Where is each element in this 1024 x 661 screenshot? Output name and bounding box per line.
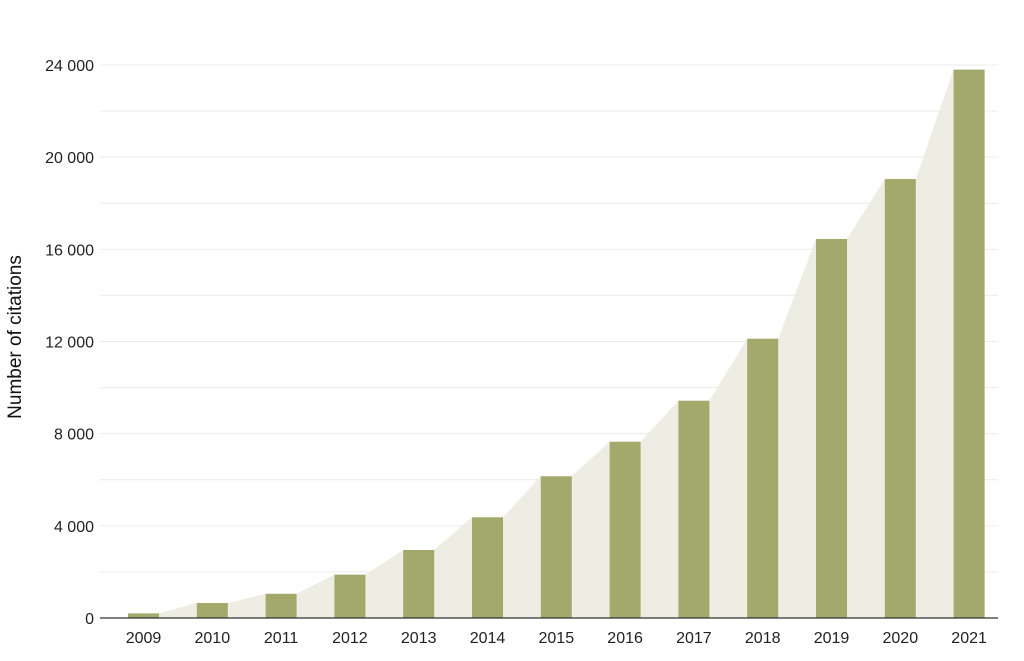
x-tick-label: 2021 [951, 630, 987, 647]
y-tick-label: 12 000 [45, 335, 94, 352]
bar-2012 [334, 574, 366, 618]
bar-2015 [540, 476, 572, 618]
bar-2010 [196, 603, 228, 618]
x-tick-label: 2016 [607, 630, 643, 647]
bar-2014 [472, 517, 503, 618]
y-tick-label: 16 000 [45, 242, 94, 259]
x-tick-label: 2012 [332, 630, 368, 647]
bar-2011 [265, 593, 297, 618]
x-tick-label: 2020 [883, 630, 919, 647]
y-tick-label: 4 000 [54, 519, 94, 536]
x-tick-label: 2014 [470, 630, 506, 647]
y-axis-title: Number of citations [5, 255, 26, 419]
bar-2016 [609, 441, 641, 618]
bars [128, 69, 985, 618]
x-tick-label: 2019 [814, 630, 850, 647]
bar-2017 [678, 400, 710, 618]
bar-2018 [747, 338, 779, 618]
x-tick-label: 2009 [126, 630, 162, 647]
x-tick-label: 2013 [401, 630, 437, 647]
y-tick-label: 20 000 [45, 150, 94, 167]
x-tick-label: 2018 [745, 630, 781, 647]
gridlines [100, 64, 998, 573]
x-tick-label: 2015 [539, 630, 575, 647]
bar-2020 [884, 179, 916, 618]
bar-2013 [403, 550, 435, 618]
y-tick-label: 0 [85, 611, 94, 628]
y-tick-label: 24 000 [45, 58, 94, 75]
y-tick-label: 8 000 [54, 427, 94, 444]
bar-2009 [128, 613, 159, 618]
x-tick-label: 2017 [676, 630, 712, 647]
bar-2021 [953, 69, 985, 618]
x-tick-label: 2010 [195, 630, 231, 647]
x-tick-label: 2011 [264, 630, 299, 647]
axes: 0 4 000 8 000 12 000 16 000 20 000 24 000 2009 2… [45, 58, 998, 647]
bar-2019 [816, 238, 847, 618]
